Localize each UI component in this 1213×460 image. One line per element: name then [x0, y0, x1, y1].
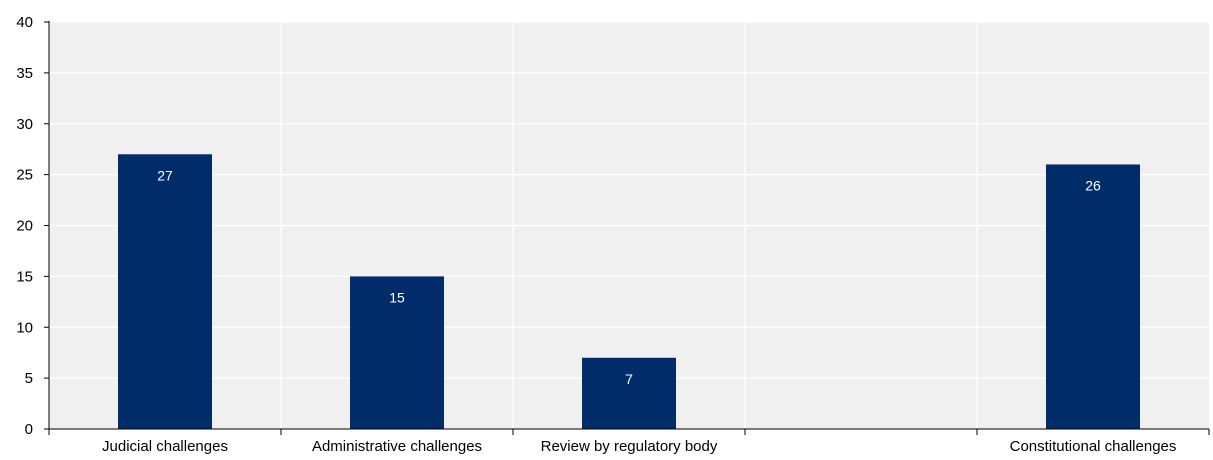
data-label: 7: [625, 371, 633, 387]
x-tick-label: Judicial challenges: [102, 438, 228, 455]
y-tick-label: 20: [16, 218, 33, 235]
y-tick-label: 10: [16, 319, 33, 336]
bar: [118, 154, 212, 429]
x-tick-label: Review by regulatory body: [541, 438, 718, 455]
y-tick-label: 0: [25, 421, 33, 438]
y-tick-label: 30: [16, 116, 33, 133]
y-tick-label: 25: [16, 167, 33, 184]
data-label: 26: [1085, 177, 1101, 193]
y-tick-label: 15: [16, 268, 33, 285]
y-tick-label: 40: [16, 14, 33, 31]
y-tick-labels: 0 5 10 15 20 25 30 35 40: [16, 14, 33, 438]
bar: [350, 276, 444, 429]
x-tick-labels: Judicial challenges Administrative challe…: [102, 438, 1176, 455]
y-tick-label: 5: [25, 370, 33, 387]
bar: [582, 357, 676, 429]
data-label: 15: [389, 289, 405, 305]
y-tick-label: 35: [16, 65, 33, 82]
data-label: 27: [157, 167, 173, 183]
x-tick-label: Constitutional challenges: [1010, 438, 1177, 455]
gridlines: [49, 21, 1209, 429]
bar: [1046, 164, 1140, 429]
axes: [44, 21, 1210, 435]
x-tick-label: Administrative challenges: [312, 438, 482, 455]
bars: 27 15 7 26: [118, 154, 1140, 429]
